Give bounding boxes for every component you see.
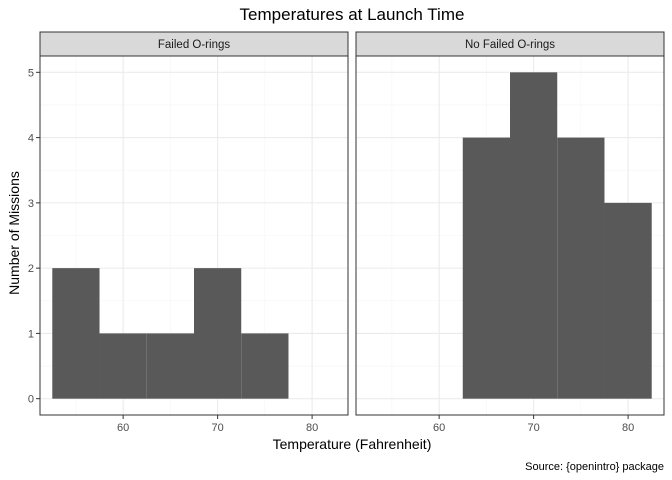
histogram-bar xyxy=(241,333,289,399)
facet-strip xyxy=(39,31,349,57)
y-tick-label: 4 xyxy=(28,133,34,145)
y-tick-label: 3 xyxy=(28,198,34,210)
x-tick-label: 80 xyxy=(622,422,634,434)
facet-panels: Failed O-rings 60 70 80 0 1 2 3 4 5 No Failed O-ri… xyxy=(28,31,665,434)
facet-strip-label: Failed O-rings xyxy=(158,39,230,51)
y-tick-label: 1 xyxy=(28,328,34,340)
x-tick-label: 80 xyxy=(306,422,318,434)
histogram-bar xyxy=(557,137,605,399)
facet-strip xyxy=(355,31,665,57)
chart-title: Temperatures at Launch Time xyxy=(240,5,465,24)
x-axis-title: Temperature (Fahrenheit) xyxy=(273,436,432,452)
histogram-bar xyxy=(604,202,652,399)
histogram-bar xyxy=(99,333,147,399)
caption: Source: {openintro} package xyxy=(525,461,664,473)
x-tick-label: 70 xyxy=(527,422,539,434)
facet-panel: No Failed O-rings 60 70 80 xyxy=(355,31,665,434)
y-tick-label: 2 xyxy=(28,263,34,275)
y-tick-label: 5 xyxy=(28,67,34,79)
x-tick-label: 70 xyxy=(211,422,223,434)
histogram-bar xyxy=(510,72,558,399)
facet-strip-label: No Failed O-rings xyxy=(465,39,555,51)
histogram-bar xyxy=(146,333,194,399)
y-tick-label: 0 xyxy=(28,394,34,406)
facet-panel: Failed O-rings 60 70 80 0 1 2 3 4 5 xyxy=(28,31,349,434)
histogram-bar xyxy=(194,268,242,399)
x-tick-label: 60 xyxy=(117,422,129,434)
y-axis-title: Number of Missions xyxy=(6,171,22,295)
x-tick-label: 60 xyxy=(433,422,445,434)
histogram-bar xyxy=(52,268,100,399)
histogram-bar xyxy=(462,137,510,399)
